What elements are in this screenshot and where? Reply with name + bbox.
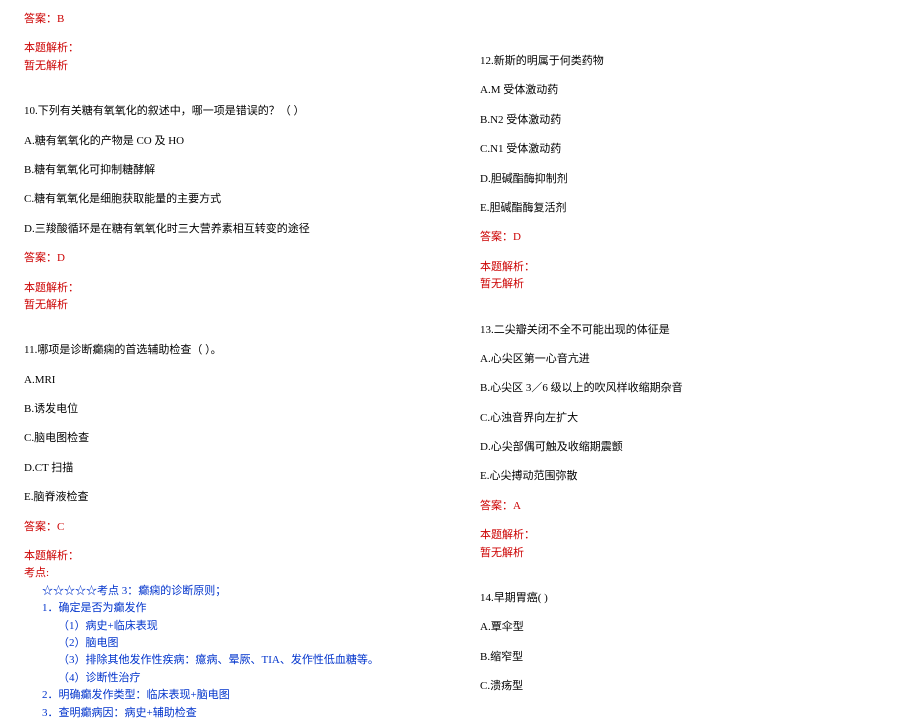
q11-kaodian: 考点: bbox=[24, 566, 420, 581]
explain-label: 本题解析： bbox=[24, 41, 420, 56]
q12-option-c: C.N1 受体激动药 bbox=[480, 142, 900, 157]
q12-option-e: E.胆碱酯酶复活剂 bbox=[480, 201, 900, 216]
q11-line6: （4）诊断性治疗 bbox=[24, 671, 420, 686]
q11-option-b: B.诱发电位 bbox=[24, 402, 420, 417]
q12-option-d: D.胆碱酯酶抑制剂 bbox=[480, 172, 900, 187]
q10-title: 10.下列有关糖有氧氧化的叙述中，哪一项是错误的？（ ） bbox=[24, 104, 420, 119]
q11-line1: ☆☆☆☆☆考点 3：癫痫的诊断原则； bbox=[24, 584, 420, 599]
answer-b: 答案：B bbox=[24, 12, 420, 27]
q13-explain-label: 本题解析： bbox=[480, 528, 900, 543]
q12-option-a: A.M 受体激动药 bbox=[480, 83, 900, 98]
q12-explain-label: 本题解析： bbox=[480, 260, 900, 275]
q11-line4: （2）脑电图 bbox=[24, 636, 420, 651]
q12-no-explain: 暂无解析 bbox=[480, 277, 900, 292]
q12-title: 12.新斯的明属于何类药物 bbox=[480, 54, 900, 69]
q11-line5: （3）排除其他发作性疾病：癔病、晕厥、TIA、发作性低血糖等。 bbox=[24, 653, 420, 668]
q11-line3: （1）病史+临床表现 bbox=[24, 619, 420, 634]
q10-answer: 答案：D bbox=[24, 251, 420, 266]
q11-option-e: E.脑脊液检查 bbox=[24, 490, 420, 505]
no-explain: 暂无解析 bbox=[24, 59, 420, 74]
q10-option-d: D.三羧酸循环是在糖有氧氧化时三大营养素相互转变的途径 bbox=[24, 222, 420, 237]
q13-title: 13.二尖瓣关闭不全不可能出现的体征是 bbox=[480, 323, 900, 338]
q10-option-c: C.糖有氧氧化是细胞获取能量的主要方式 bbox=[24, 192, 420, 207]
q11-line8: 3．查明癫病因：病史+辅助检查 bbox=[24, 706, 420, 721]
q11-explain-label: 本题解析： bbox=[24, 549, 420, 564]
q12-option-b: B.N2 受体激动药 bbox=[480, 113, 900, 128]
q11-line7: 2．明确癫发作类型：临床表现+脑电图 bbox=[24, 688, 420, 703]
q10-explain-label: 本题解析： bbox=[24, 281, 420, 296]
q13-option-a: A.心尖区第一心音亢进 bbox=[480, 352, 900, 367]
q14-option-b: B.缩窄型 bbox=[480, 650, 900, 665]
right-column: 12.新斯的明属于何类药物 A.M 受体激动药 B.N2 受体激动药 C.N1 … bbox=[460, 0, 920, 651]
q13-option-c: C.心浊音界向左扩大 bbox=[480, 411, 900, 426]
q10-option-b: B.糖有氧氧化可抑制糖酵解 bbox=[24, 163, 420, 178]
q11-option-c: C.脑电图检查 bbox=[24, 431, 420, 446]
q11-answer: 答案：C bbox=[24, 520, 420, 535]
q11-option-a: A.MRI bbox=[24, 373, 420, 388]
q13-option-b: B.心尖区 3／6 级以上的吹风样收缩期杂音 bbox=[480, 381, 900, 396]
q10-option-a: A.糖有氧氧化的产物是 CO 及 HO bbox=[24, 134, 420, 149]
q13-option-d: D.心尖部偶可触及收缩期震颤 bbox=[480, 440, 900, 455]
q11-line2: 1．确定是否为癫发作 bbox=[24, 601, 420, 616]
q13-option-e: E.心尖搏动范围弥散 bbox=[480, 469, 900, 484]
left-column: 答案：B 本题解析： 暂无解析 10.下列有关糖有氧氧化的叙述中，哪一项是错误的… bbox=[0, 0, 460, 651]
q14-option-a: A.覃伞型 bbox=[480, 620, 900, 635]
q13-no-explain: 暂无解析 bbox=[480, 546, 900, 561]
q11-title: 11.哪项是诊断癫痫的首选辅助检查（ ）。 bbox=[24, 343, 420, 358]
q12-answer: 答案：D bbox=[480, 230, 900, 245]
q14-title: 14.早期胃癌( ) bbox=[480, 591, 900, 606]
q14-option-c: C.溃疡型 bbox=[480, 679, 900, 694]
q13-answer: 答案：A bbox=[480, 499, 900, 514]
q11-option-d: D.CT 扫描 bbox=[24, 461, 420, 476]
q10-no-explain: 暂无解析 bbox=[24, 298, 420, 313]
